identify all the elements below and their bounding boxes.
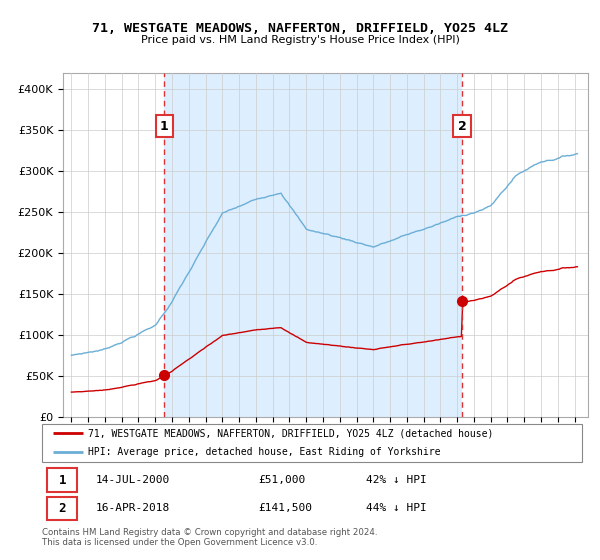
Text: Contains HM Land Registry data © Crown copyright and database right 2024.
This d: Contains HM Land Registry data © Crown c… (42, 528, 377, 547)
Text: 1: 1 (160, 120, 169, 133)
Text: 16-APR-2018: 16-APR-2018 (96, 503, 170, 514)
Text: 71, WESTGATE MEADOWS, NAFFERTON, DRIFFIELD, YO25 4LZ (detached house): 71, WESTGATE MEADOWS, NAFFERTON, DRIFFIE… (88, 428, 493, 438)
Text: 44% ↓ HPI: 44% ↓ HPI (366, 503, 427, 514)
FancyBboxPatch shape (47, 468, 77, 492)
Text: Price paid vs. HM Land Registry's House Price Index (HPI): Price paid vs. HM Land Registry's House … (140, 35, 460, 45)
Text: £51,000: £51,000 (258, 475, 305, 485)
Text: £141,500: £141,500 (258, 503, 312, 514)
FancyBboxPatch shape (47, 497, 77, 520)
Text: 42% ↓ HPI: 42% ↓ HPI (366, 475, 427, 485)
Text: 2: 2 (59, 502, 66, 515)
Text: 1: 1 (59, 474, 66, 487)
Text: 71, WESTGATE MEADOWS, NAFFERTON, DRIFFIELD, YO25 4LZ: 71, WESTGATE MEADOWS, NAFFERTON, DRIFFIE… (92, 22, 508, 35)
Bar (164, 73, 462, 417)
Text: 14-JUL-2000: 14-JUL-2000 (96, 475, 170, 485)
Text: 2: 2 (458, 120, 466, 133)
Text: HPI: Average price, detached house, East Riding of Yorkshire: HPI: Average price, detached house, East… (88, 447, 440, 458)
FancyBboxPatch shape (42, 424, 582, 462)
